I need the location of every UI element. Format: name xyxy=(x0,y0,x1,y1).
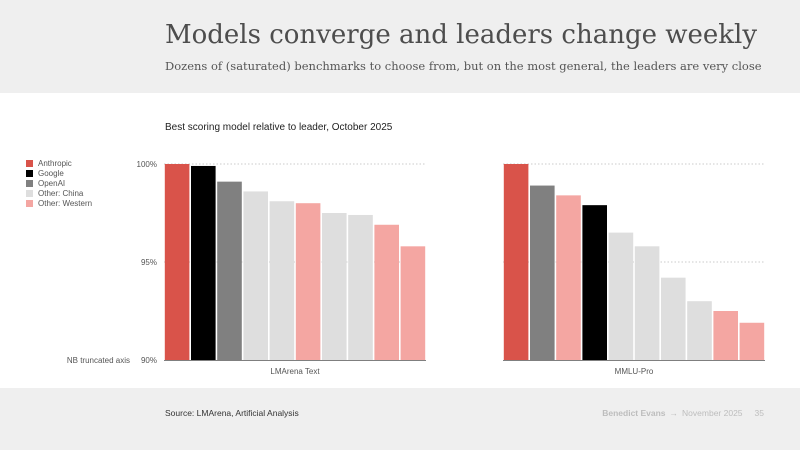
bar-0-0 xyxy=(164,164,190,360)
credit-line: Benedict Evans → November 2025 35 xyxy=(602,408,764,418)
y-tick-label: 95% xyxy=(141,258,157,267)
legend-swatch xyxy=(26,189,33,197)
legend-item-anthropic: Anthropic xyxy=(26,158,92,168)
footer-band: Source: LMArena, Artificial Analysis Ben… xyxy=(0,388,800,450)
y-tick-label: 90% xyxy=(141,356,157,365)
legend-swatch xyxy=(26,159,33,167)
header-band: Models converge and leaders change weekl… xyxy=(0,0,800,93)
bar-1-0 xyxy=(503,164,529,360)
legend-swatch xyxy=(26,179,33,187)
bar-0-7 xyxy=(348,214,373,360)
legend-item-openai: OpenAI xyxy=(26,178,92,188)
author-name: Benedict Evans xyxy=(602,408,666,418)
legend-item-other-western: Other: Western xyxy=(26,198,92,208)
legend-label: Anthropic xyxy=(38,158,72,168)
legend-item-google: Google xyxy=(26,168,92,178)
bar-0-6 xyxy=(322,213,347,360)
source-note: Source: LMArena, Artificial Analysis xyxy=(165,408,299,418)
bar-0-1 xyxy=(191,165,216,360)
bar-0-4 xyxy=(269,201,295,360)
axis-note: NB truncated axis xyxy=(67,356,130,365)
chart-title: Best scoring model relative to leader, O… xyxy=(165,122,393,133)
page-subtitle: Dozens of (saturated) benchmarks to choo… xyxy=(165,59,762,73)
bar-0-8 xyxy=(374,224,399,360)
x-axis-label: LMArena Text xyxy=(270,367,320,376)
bar-0-5 xyxy=(295,203,321,360)
legend-label: Google xyxy=(38,168,64,178)
y-tick-label: 100% xyxy=(137,160,157,169)
legend-label: Other: China xyxy=(38,188,84,198)
bar-1-5 xyxy=(634,246,660,360)
legend-swatch xyxy=(26,199,33,207)
bar-1-9 xyxy=(739,322,765,360)
bar-1-8 xyxy=(713,311,738,360)
bar-1-1 xyxy=(530,185,555,360)
legend-label: Other: Western xyxy=(38,198,93,208)
date-label: November 2025 xyxy=(682,408,743,418)
page-title: Models converge and leaders change weekl… xyxy=(165,20,758,50)
bar-0-2 xyxy=(217,181,242,360)
chart-legend: Anthropic Google OpenAI Other: China Oth… xyxy=(26,158,92,208)
bar-1-2 xyxy=(556,195,581,360)
legend-swatch xyxy=(26,169,33,177)
legend-label: OpenAI xyxy=(38,178,66,188)
legend-item-other-china: Other: China xyxy=(26,188,92,198)
bar-1-6 xyxy=(661,277,686,360)
arrow-separator: → xyxy=(669,408,679,418)
bar-0-3 xyxy=(243,191,268,360)
bar-1-7 xyxy=(687,301,712,360)
bar-0-9 xyxy=(400,246,426,360)
x-axis-label: MMLU-Pro xyxy=(615,367,654,376)
page-number: 35 xyxy=(754,408,764,418)
bar-1-3 xyxy=(582,205,607,360)
bar-1-4 xyxy=(608,232,634,360)
